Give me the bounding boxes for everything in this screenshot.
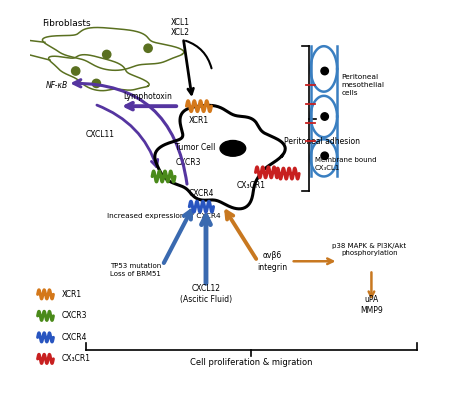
Text: CXCR4: CXCR4 [62,333,87,342]
Text: XCL2: XCL2 [171,28,190,37]
Text: XCR1: XCR1 [62,290,82,299]
Text: CX₃CR1: CX₃CR1 [62,354,91,364]
Text: Increased expression of CXCR4: Increased expression of CXCR4 [107,213,220,219]
Text: XCL1: XCL1 [171,18,190,27]
Text: TP53 mutation
Loss of BRM51: TP53 mutation Loss of BRM51 [110,263,161,277]
Text: XCR1: XCR1 [189,116,209,124]
Circle shape [72,67,80,75]
Text: CXCL12
(Ascitic Fluid): CXCL12 (Ascitic Fluid) [180,284,232,304]
Text: CXCR3: CXCR3 [176,158,201,167]
Text: Peritoneal adhesion: Peritoneal adhesion [284,137,360,146]
Text: Cell proliferation & migration: Cell proliferation & migration [190,358,313,367]
Text: p38 MAPK & PI3K/Akt
phosphorylation: p38 MAPK & PI3K/Akt phosphorylation [332,242,406,256]
Text: NF-κB: NF-κB [46,81,68,90]
Text: Lymphotoxin: Lymphotoxin [124,92,173,101]
Text: Tumor Cell: Tumor Cell [175,143,216,152]
Text: Fibroblasts: Fibroblasts [42,20,91,28]
Circle shape [102,50,111,59]
Circle shape [92,79,100,88]
Circle shape [321,67,328,75]
Text: CXCR3: CXCR3 [62,311,87,320]
Text: Peritoneal
mesothelial
cells: Peritoneal mesothelial cells [341,74,384,96]
Text: CX₃CR1: CX₃CR1 [237,181,266,190]
Text: CXCL11: CXCL11 [86,130,115,139]
Text: αvβ6
integrin: αvβ6 integrin [257,251,287,271]
Circle shape [321,152,328,159]
Text: uPA
MMP9: uPA MMP9 [360,295,383,315]
Circle shape [144,44,152,52]
Circle shape [321,113,328,120]
Ellipse shape [220,141,246,156]
Text: Membrane bound
CX₃CL1: Membrane bound CX₃CL1 [315,157,376,171]
Text: CXCR4: CXCR4 [189,189,214,198]
